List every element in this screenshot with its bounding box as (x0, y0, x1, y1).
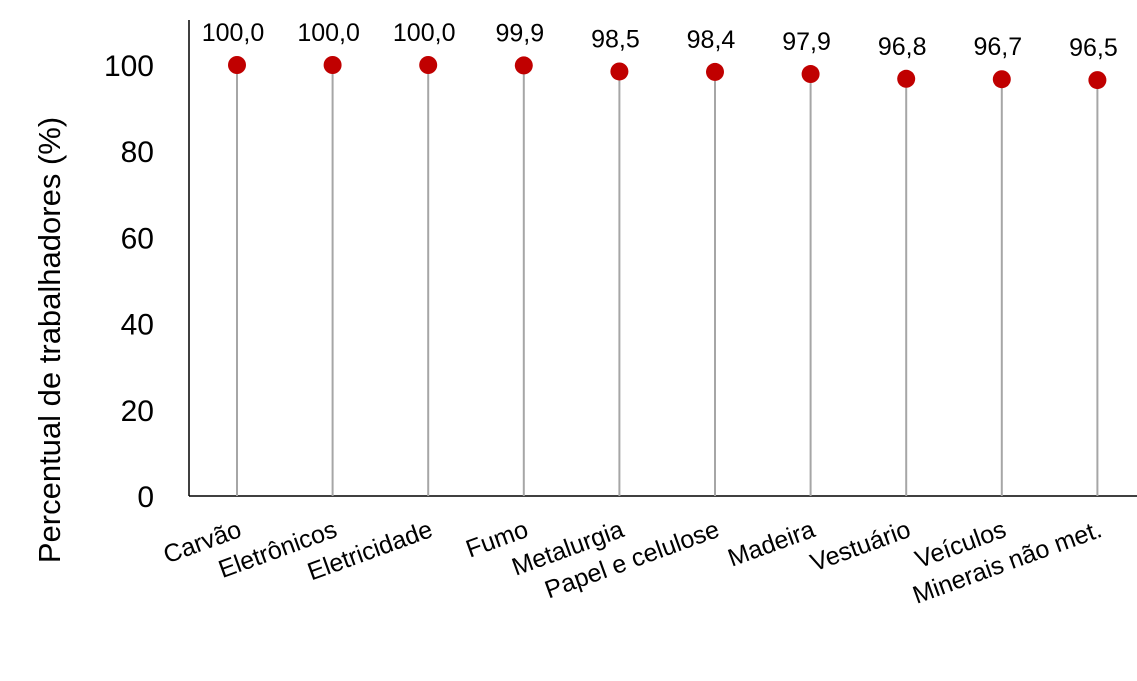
data-label: 98,4 (687, 26, 736, 54)
data-label: 98,5 (591, 25, 640, 53)
data-labels: 100,0 100,0 100,0 99,9 98,5 98,4 97,9 96,8 96,7 9… (202, 19, 1118, 62)
y-axis-title: Percentual de trabalhadores (%) (32, 117, 67, 563)
y-tick-labels: 0 20 40 60 80 100 (104, 50, 154, 514)
data-label: 99,9 (495, 19, 544, 47)
lollipop-marker (323, 56, 342, 74)
data-label: 100,0 (202, 19, 265, 47)
y-tick-label: 60 (121, 222, 154, 255)
data-label: 96,5 (1069, 34, 1118, 62)
lollipop-stems (236, 65, 1099, 496)
lollipop-marker (801, 65, 820, 84)
lollipop-marker (514, 56, 533, 75)
lollipop-marker (419, 56, 438, 74)
data-label: 100,0 (297, 19, 360, 47)
lollipop-marker (992, 70, 1011, 89)
lollipop-marker (228, 56, 246, 74)
data-label: 97,9 (782, 28, 831, 56)
lollipop-marker (1088, 71, 1107, 90)
y-tick-label: 20 (121, 395, 154, 428)
data-label: 96,8 (878, 33, 927, 61)
lollipop-markers (228, 56, 1107, 90)
lollipop-marker (610, 62, 629, 81)
y-tick-label: 100 (104, 50, 154, 83)
data-label: 100,0 (393, 19, 456, 47)
category-label: Madeira (724, 515, 819, 572)
lollipop-marker (897, 69, 916, 88)
category-label: Vestuário (807, 515, 915, 577)
y-tick-label: 40 (121, 309, 154, 342)
lollipop-marker (706, 62, 724, 81)
data-label: 96,7 (973, 33, 1022, 61)
y-tick-label: 80 (121, 136, 154, 169)
y-tick-label: 0 (137, 481, 154, 514)
